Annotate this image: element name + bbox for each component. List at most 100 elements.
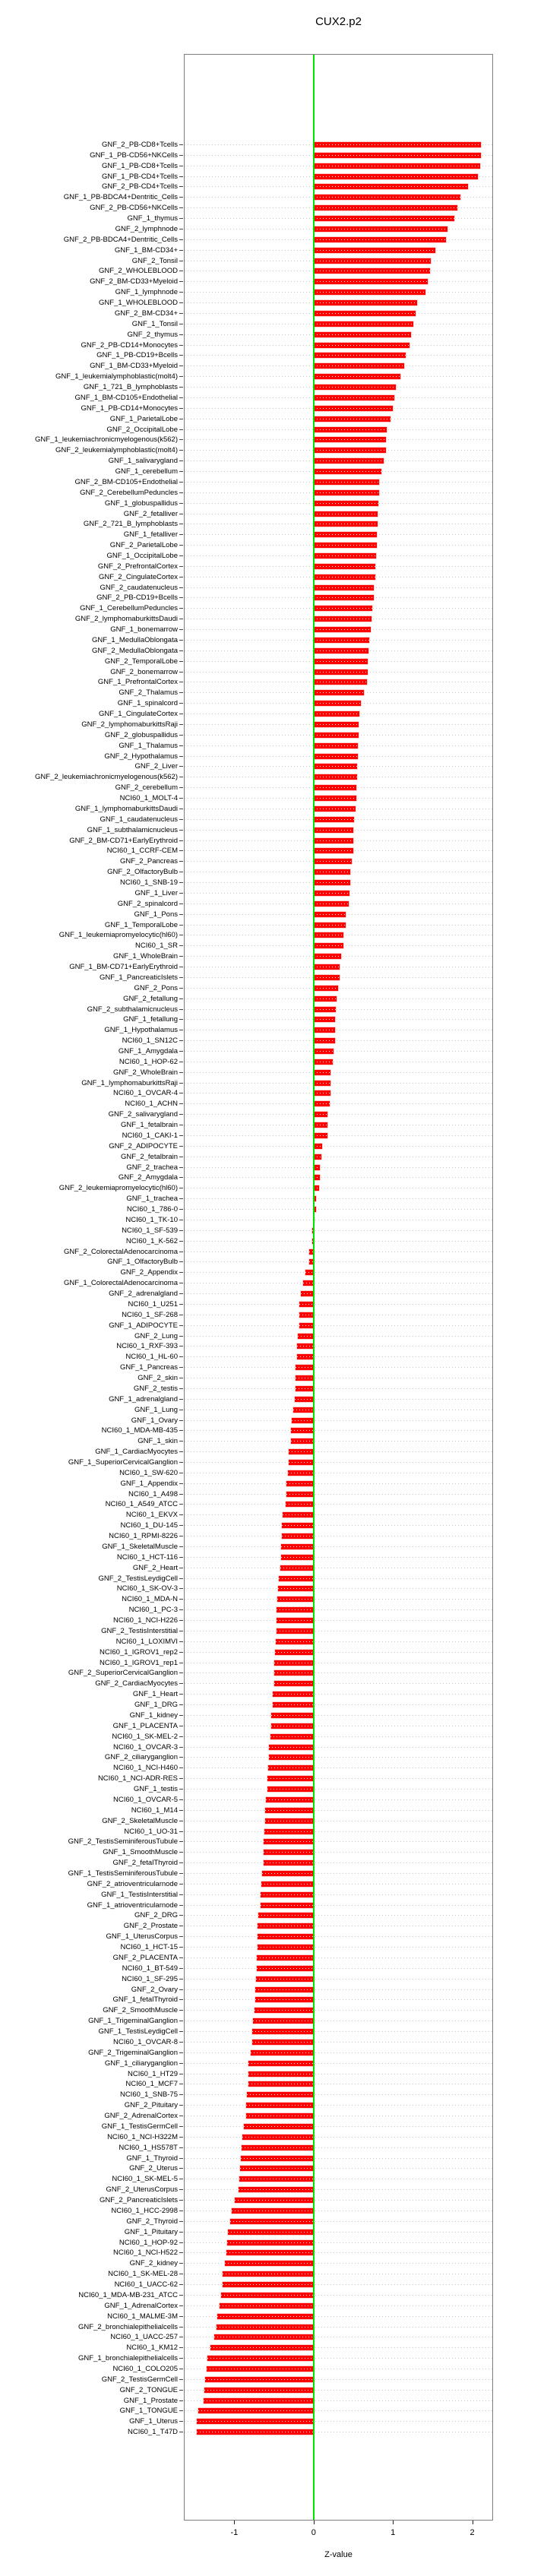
y-tick [179, 2242, 183, 2243]
row-label: GNF_1_BM-CD33+Myeloid [90, 362, 178, 371]
row-label: NCI60_1_SN12C [122, 1036, 178, 1046]
bar-dotted-overlay [313, 1050, 334, 1052]
guide-line [185, 2305, 492, 2306]
row-label: GNF_1_Pancreas [119, 1363, 178, 1372]
y-tick [179, 1335, 183, 1337]
y-tick [179, 597, 183, 599]
y-tick [179, 302, 183, 304]
row-label: NCI60_1_HCT-15 [120, 1943, 178, 1952]
y-tick [179, 1451, 183, 1453]
bar-dotted-overlay [267, 1789, 314, 1790]
bar [197, 2429, 314, 2435]
bar-dotted-overlay [228, 2231, 314, 2233]
bar [313, 353, 406, 359]
bar-dotted-overlay [267, 1778, 314, 1780]
y-tick [179, 1957, 183, 1958]
bar-dotted-overlay [313, 355, 406, 356]
bar [222, 2282, 314, 2288]
row-label: GNF_1_SkeletalMuscle [102, 1542, 178, 1551]
guide-line [185, 1789, 492, 1790]
guide-line [185, 2231, 492, 2233]
bar-dotted-overlay [251, 2052, 314, 2053]
bar [264, 1828, 314, 1834]
bar-dotted-overlay [258, 1915, 314, 1916]
bar [311, 1227, 314, 1233]
guide-line [185, 1398, 492, 1400]
bar [261, 1881, 314, 1887]
bar [313, 606, 373, 612]
bar-dotted-overlay [268, 1767, 314, 1769]
y-tick [179, 2358, 183, 2359]
row-label: NCI60_1_HCC-2998 [111, 2206, 178, 2215]
bar [255, 1986, 314, 1992]
guide-line [185, 2347, 492, 2349]
guide-line [185, 1641, 492, 1642]
y-tick [179, 471, 183, 473]
row-label: GNF_1_fetalThyroid [112, 1995, 178, 2005]
guide-line [185, 2294, 492, 2296]
row-label: NCI60_1_NCI-H226 [112, 1616, 178, 1625]
row-label: NCI60_1_HCT-116 [116, 1552, 178, 1562]
bar-dotted-overlay [286, 1483, 314, 1484]
row-label: GNF_2_TestisSeminiferousTubule [68, 1837, 178, 1847]
guide-line [185, 2284, 492, 2286]
bar-dotted-overlay [313, 249, 435, 251]
bar-dotted-overlay [296, 1356, 314, 1358]
bar [313, 563, 376, 569]
row-label: GNF_2_WHOLEBLOOD [99, 267, 178, 276]
y-tick [179, 734, 183, 736]
bar [277, 1586, 314, 1592]
y-tick [179, 2125, 183, 2127]
row-label: GNF_2_lymphomaburkittsDaudi [74, 615, 178, 624]
bar-dotted-overlay [240, 2157, 314, 2159]
y-tick [179, 565, 183, 567]
y-tick [179, 1229, 183, 1231]
y-tick [179, 1683, 183, 1685]
guide-line [185, 1746, 492, 1748]
row-label: GNF_1_OccipitalLobe [106, 552, 178, 560]
bar-dotted-overlay [313, 1177, 321, 1179]
y-tick [179, 197, 183, 198]
y-tick [179, 913, 183, 915]
y-tick [179, 2210, 183, 2211]
y-tick [179, 281, 183, 283]
bar-dotted-overlay [311, 1229, 314, 1231]
y-tick [179, 1704, 183, 1706]
bar [295, 1385, 314, 1391]
y-tick [179, 2284, 183, 2286]
y-tick [179, 2389, 183, 2391]
bar [313, 426, 387, 432]
bar-dotted-overlay [313, 629, 371, 631]
y-tick [179, 534, 183, 536]
y-tick [179, 218, 183, 220]
y-tick [179, 1272, 183, 1274]
row-label: GNF_2_TrigeminalGanglion [88, 2048, 178, 2057]
row-label: GNF_2_Pons [134, 983, 178, 992]
row-label: NCI60_1_KM12 [126, 2343, 178, 2353]
bar-dotted-overlay [313, 407, 394, 409]
row-label: GNF_1_PB-CD19+Bcells [96, 351, 178, 360]
y-tick [179, 1145, 183, 1147]
bar-dotted-overlay [313, 565, 376, 567]
bar-dotted-overlay [220, 2294, 314, 2296]
y-tick [179, 334, 183, 335]
guide-line [185, 1240, 492, 1242]
bar-dotted-overlay [313, 344, 410, 346]
y-tick [179, 502, 183, 504]
guide-line [185, 998, 492, 999]
row-label: GNF_1_CerebellumPeduncles [80, 604, 178, 613]
row-label: NCI60_1_HT29 [127, 2069, 178, 2078]
y-tick [179, 2010, 183, 2011]
bar-dotted-overlay [264, 1841, 314, 1843]
y-tick [179, 397, 183, 398]
bar-dotted-overlay [313, 734, 359, 736]
row-label: GNF_2_PrefrontalCortex [97, 562, 178, 571]
row-label: GNF_2_fetalliver [123, 509, 178, 518]
bar [203, 2397, 314, 2404]
bar [276, 1628, 314, 1634]
row-label: NCI60_1_U251 [128, 1299, 179, 1309]
y-tick [179, 587, 183, 588]
y-tick [179, 1240, 183, 1242]
y-tick [179, 2147, 183, 2148]
bar [313, 290, 425, 296]
